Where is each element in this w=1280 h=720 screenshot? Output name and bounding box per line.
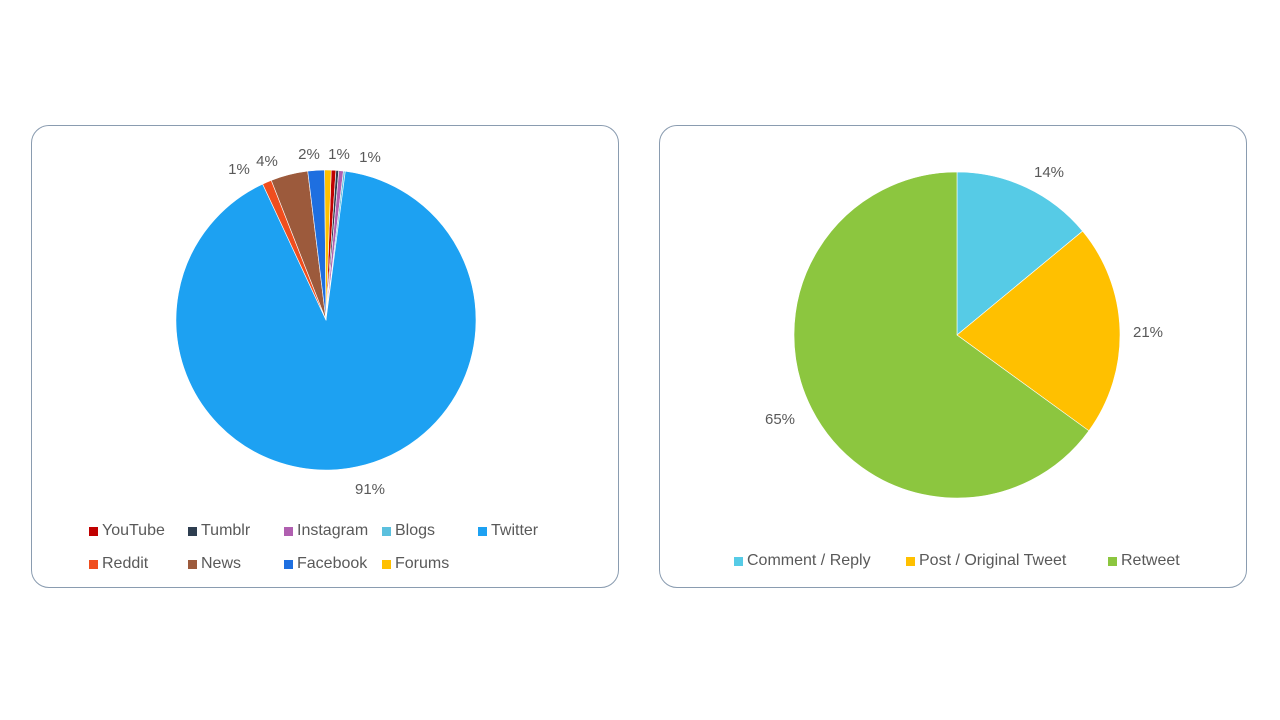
legend-swatch <box>906 556 915 566</box>
legend-item-post-original-tweet: Post / Original Tweet <box>906 552 1066 570</box>
data-label-retweet: 65% <box>765 411 795 428</box>
pie-slice-twitter <box>175 170 477 471</box>
data-label-forums: 1% <box>328 146 350 163</box>
data-label-comment-reply: 14% <box>1034 164 1064 181</box>
legend-item-twitter: Twitter <box>478 522 538 540</box>
legend-item-blogs: Blogs <box>382 522 435 540</box>
legend-swatch <box>89 526 98 536</box>
legend-item-tumblr: Tumblr <box>188 522 250 540</box>
legend-item-instagram: Instagram <box>284 522 368 540</box>
legend-swatch <box>89 559 98 569</box>
legend-label: Reddit <box>102 555 149 572</box>
legend-label: Facebook <box>297 555 368 572</box>
data-label-twitter: 91% <box>355 481 385 498</box>
legend-label: Post / Original Tweet <box>919 552 1067 569</box>
legend-item-retweet: Retweet <box>1108 552 1180 570</box>
legend-swatch <box>478 526 487 536</box>
legend-label: Blogs <box>395 522 436 539</box>
legend-label: Tumblr <box>201 522 251 539</box>
data-label-instagram: 1% <box>359 149 381 166</box>
legend-item-comment-reply: Comment / Reply <box>734 552 871 570</box>
legend-label: Twitter <box>491 522 539 539</box>
legend-item-reddit: Reddit <box>89 555 148 573</box>
legend-swatch <box>284 526 293 536</box>
legend-swatch <box>284 559 293 569</box>
platform-pie-chart: 1% 91% 1% 4% 2% 1% <box>175 146 477 498</box>
pie-slice-forums <box>324 169 332 321</box>
legend-swatch <box>1108 556 1117 566</box>
legend-item-news: News <box>188 555 241 573</box>
data-label-facebook: 2% <box>298 146 320 163</box>
legend-label: Forums <box>395 555 450 572</box>
legend-swatch <box>188 526 197 536</box>
legend-label: Comment / Reply <box>747 552 871 569</box>
legend-swatch <box>382 559 391 569</box>
legend-label: YouTube <box>102 522 165 539</box>
pie-slice-retweet <box>793 171 1090 499</box>
data-label-post-original-tweet: 21% <box>1133 324 1163 341</box>
tweet-type-chart-panel: 14% 21% 65% Comment / Reply Post / Original… <box>659 125 1247 588</box>
data-label-news: 4% <box>256 153 278 170</box>
legend-label: Instagram <box>297 522 369 539</box>
legend-label: News <box>201 555 242 572</box>
data-label-reddit: 1% <box>228 161 250 178</box>
legend-swatch <box>734 556 743 566</box>
tweet-type-pie-chart: 14% 21% 65% <box>765 164 1163 499</box>
pie-slice-post-original-tweet <box>956 230 1121 432</box>
pie-slice-comment-reply <box>956 171 1084 336</box>
legend-item-forums: Forums <box>382 555 449 573</box>
platform-chart-panel: 1% 91% 1% 4% 2% 1% YouTube Tumblr Instagram Blog… <box>31 125 619 588</box>
legend-item-facebook: Facebook <box>284 555 367 573</box>
legend-item-youtube: YouTube <box>89 522 165 540</box>
legend-swatch <box>382 526 391 536</box>
legend-label: Retweet <box>1121 552 1180 569</box>
legend-swatch <box>188 559 197 569</box>
